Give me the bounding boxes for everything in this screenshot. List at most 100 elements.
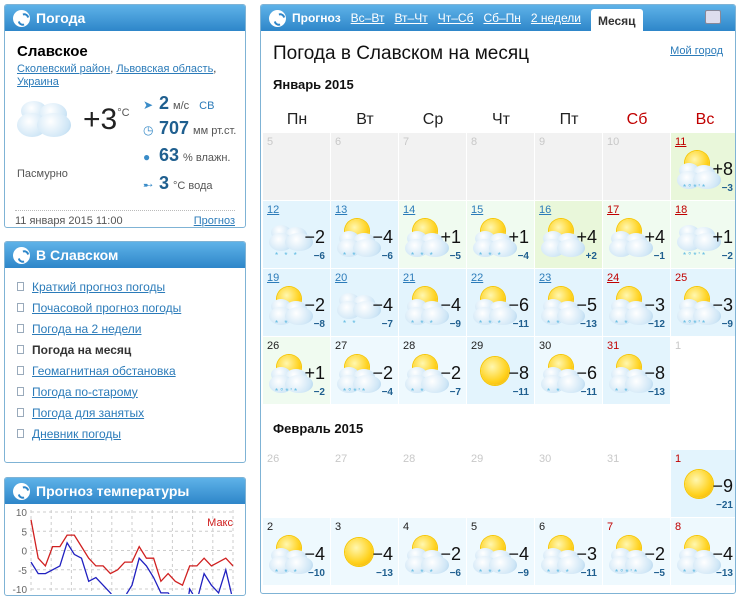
day-cell[interactable]: 7 −2 −5 *°*'* (603, 518, 670, 585)
tab-1[interactable]: Вт–Чт (394, 11, 428, 25)
sidebar-link[interactable]: Погода по-старому (17, 381, 233, 402)
low-temp: −6 (449, 568, 461, 579)
day-number[interactable]: 18 (675, 204, 688, 216)
sidebar-link[interactable]: Геомагнитная обстановка (17, 360, 233, 381)
low-temp: −1 (653, 251, 665, 262)
logo-icon (13, 9, 30, 27)
low-temp: −5 (449, 251, 461, 262)
day-cell[interactable]: 13 −4 −6 * * (331, 201, 398, 268)
sun-weather-icon (471, 355, 519, 391)
high-temp: −3 (644, 295, 665, 315)
tab-0[interactable]: Вс–Вт (350, 11, 385, 25)
day-number: 25 (675, 272, 688, 284)
day-cell[interactable]: 28 −2 −7 * * (399, 337, 466, 404)
tab-3[interactable]: Сб–Пн (483, 11, 521, 25)
sidebar-link[interactable]: Краткий прогноз погоды (17, 276, 233, 297)
day-cell[interactable]: 14 +1 −5 * * * (399, 201, 466, 268)
high-temp: −4 (304, 544, 325, 564)
partly-weather-icon (539, 536, 587, 574)
day-number[interactable]: 11 (675, 136, 687, 148)
low-temp: +2 (585, 251, 597, 262)
forecast-link[interactable]: Прогноз (193, 215, 235, 227)
day-cell[interactable]: 6 −3 −11 * * * (535, 518, 602, 585)
day-cell[interactable]: 8 −4 −13 * * (671, 518, 735, 585)
day-cell[interactable]: 1 −9 −21 (671, 450, 735, 517)
snow-icon: * * (343, 319, 358, 328)
day-cell[interactable]: 15 +1 −4 * * * (467, 201, 534, 268)
day-cell[interactable]: 31 −8 −13 * * (603, 337, 670, 404)
day-cell[interactable]: 23 −5 −13 * * (535, 269, 602, 336)
tab-5[interactable]: Месяц (590, 9, 643, 33)
day-number[interactable]: 20 (335, 272, 348, 284)
day-number[interactable]: 17 (607, 204, 620, 216)
day-cell[interactable]: 19 −2 −8 * * (263, 269, 330, 336)
cloud-icon (405, 229, 449, 257)
day-cell[interactable]: 24 −3 −12 * * (603, 269, 670, 336)
district-link[interactable]: Сколевский район (17, 63, 111, 75)
day-cell[interactable]: 17 +4 −1 (603, 201, 670, 268)
day-number[interactable]: 21 (403, 272, 416, 284)
my-city-link[interactable]: Мой город (670, 45, 723, 57)
day-cell[interactable]: 5 −4 −9 * * * (467, 518, 534, 585)
day-cell[interactable]: 21 −4 −9 * * * (399, 269, 466, 336)
day-cell[interactable]: 25 −3 −9 *°*'* (671, 269, 735, 336)
sidebar-link[interactable]: Погода на месяц (17, 339, 233, 360)
country-link[interactable]: Украина (17, 76, 59, 88)
series-line (30, 519, 234, 587)
day-cell[interactable]: 26 +1 −2 *°*'* (263, 337, 330, 404)
tab-4[interactable]: 2 недели (530, 11, 581, 25)
print-icon[interactable] (705, 10, 721, 24)
partly-weather-icon (539, 219, 587, 257)
day-number[interactable]: 24 (607, 272, 620, 284)
day-number: 1 (675, 453, 682, 465)
sidebar-link[interactable]: Почасовой прогноз погоды (17, 297, 233, 318)
day-number[interactable]: 23 (539, 272, 552, 284)
oblast-link[interactable]: Львовская область (116, 63, 214, 75)
day-number[interactable]: 12 (267, 204, 280, 216)
day-cell[interactable]: 27 −2 −4 *°*'* (331, 337, 398, 404)
tab-2[interactable]: Чт–Сб (437, 11, 474, 25)
sidebar-link[interactable]: Погода на 2 недели (17, 318, 233, 339)
day-cell[interactable]: 30 −6 −11 * * (535, 337, 602, 404)
day-cell[interactable]: 18 +1 −2 *°*'* (671, 201, 735, 268)
link-label: Почасовой прогноз погоды (32, 300, 182, 315)
low-temp: −2 (721, 251, 733, 262)
weekday-header: Сб (626, 111, 648, 128)
y-tick-label: 5 (21, 527, 27, 538)
day-cell[interactable]: 16 +4 +2 (535, 201, 602, 268)
partly-weather-icon (539, 355, 587, 393)
city-box: В Славском Краткий прогноз погоды Почасов… (4, 241, 246, 463)
day-number[interactable]: 14 (403, 204, 416, 216)
day-cell[interactable]: 4 −2 −6 * * * (399, 518, 466, 585)
box-header: Погода (5, 5, 245, 31)
link-label: Краткий прогноз погоды (32, 279, 166, 294)
day-cell[interactable]: 29 −8 −11 (467, 337, 534, 404)
day-number[interactable]: 19 (267, 272, 280, 284)
day-number[interactable]: 15 (471, 204, 484, 216)
partly-weather-icon (267, 355, 315, 393)
day-number: 26 (267, 340, 280, 352)
sidebar-link[interactable]: Погода для занятых (17, 402, 233, 423)
gauge-icon: ◷ (143, 123, 154, 137)
day-number[interactable]: 16 (539, 204, 552, 216)
day-cell[interactable]: 3 −4 −13 (331, 518, 398, 585)
day-number[interactable]: 13 (335, 204, 348, 216)
day-cell: 9 (535, 133, 602, 200)
sidebar-link[interactable]: Дневник погоды (17, 423, 233, 444)
tabs-label: Прогноз (292, 11, 341, 25)
day-number[interactable]: 22 (471, 272, 484, 284)
logo-icon (13, 246, 30, 264)
day-cell[interactable]: 22 −6 −11 * * * (467, 269, 534, 336)
low-temp: −21 (716, 500, 733, 511)
day-cell[interactable]: 11 +8 −3 *°*'* (671, 133, 735, 200)
low-temp: −7 (381, 319, 393, 330)
high-temp: −5 (576, 295, 597, 315)
weekday-header: Вс (695, 111, 715, 128)
day-number: 28 (403, 340, 416, 352)
low-temp: −3 (721, 183, 733, 194)
day-cell[interactable]: 12 −2 −6 * * * (263, 201, 330, 268)
day-cell[interactable]: 2 −4 −10 * * * (263, 518, 330, 585)
sun-icon (481, 357, 509, 385)
sun-weather-icon (335, 536, 383, 572)
day-cell[interactable]: 20 −4 −7 * * (331, 269, 398, 336)
